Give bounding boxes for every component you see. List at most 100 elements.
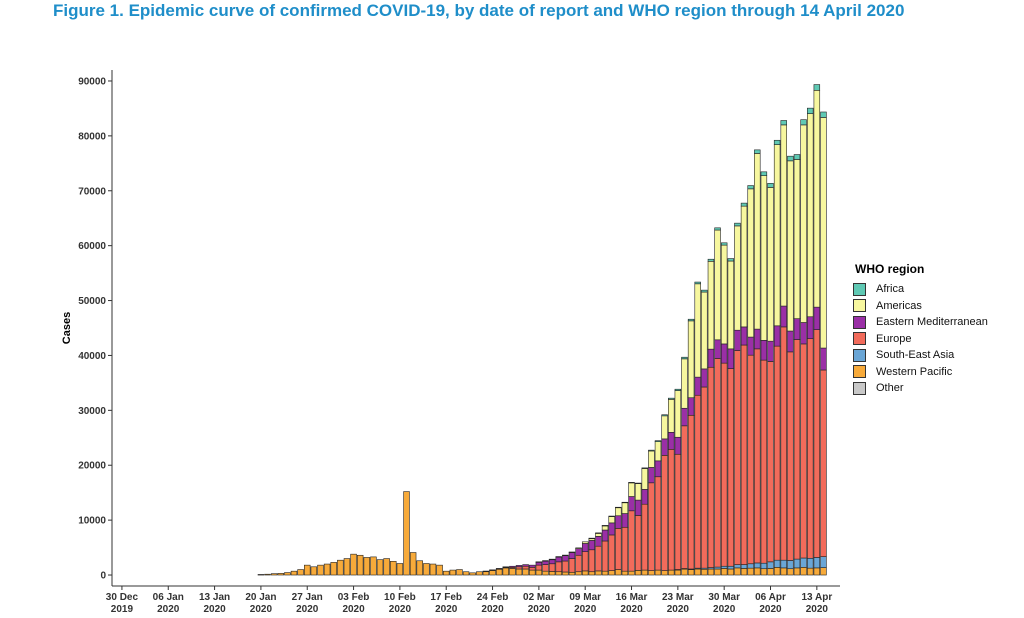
bar-segment [615,528,622,570]
bar-segment [661,570,668,576]
bar-segment [767,187,774,342]
bar-segment [568,551,576,553]
bar-segment [681,568,688,576]
bar-segment [760,340,768,361]
bar-segment [648,450,655,468]
bar-segment [780,326,787,561]
bar-segment [820,556,827,568]
bar-segment [707,366,715,568]
bar-segment [555,556,562,558]
x-tick-label: 13 Apr [801,592,832,603]
legend-label: Other [876,382,904,395]
bar-segment [608,534,615,571]
bar-segment [409,552,417,576]
bar-segment [608,570,615,576]
bar-segment [720,244,728,345]
bar-segment [714,358,721,568]
bar-segment [403,491,410,576]
bar-segment [773,559,781,568]
bar-segment [615,569,622,576]
bar-segment [277,573,284,576]
legend-swatch [853,365,866,379]
bar-segment [668,399,675,433]
bar-segment [780,305,787,328]
bar-segment [522,565,529,570]
bar-segment [707,568,715,576]
bar-segment [601,529,609,542]
bar-segment [807,113,814,318]
bar-segment [562,555,569,562]
bar-segment [787,351,794,561]
bar-segment [694,376,701,396]
bar-segment [727,260,735,350]
bar-segment [760,171,768,176]
bar-segment [754,348,761,564]
bar-segment [773,144,781,327]
bar-segment [310,566,318,576]
bar-segment [807,567,814,576]
legend-items: Africa Americas Eastern Mediterranean Europ… [853,281,988,397]
bar-segment [767,183,774,188]
bar-segment [754,149,761,154]
bar-segment [813,84,821,91]
bar-segment [740,205,748,328]
legend-label: Africa [876,283,905,296]
bar-segment [787,155,794,162]
x-tick-year: 2020 [528,604,551,615]
x-tick-year: 2019 [111,604,134,615]
bar-segment [588,571,596,576]
bar-segment [601,570,609,576]
bar-segment [740,568,748,576]
x-tick-year: 2020 [203,604,226,615]
bar-segment [628,482,635,484]
bar-segment [634,499,642,516]
bar-segment [720,242,728,246]
x-tick-year: 2020 [435,604,458,615]
bar-segment [694,281,701,285]
bar-segment [674,453,682,570]
bar-segment [661,455,668,571]
y-tick-label: 90000 [78,76,106,87]
bar-segment [495,568,503,570]
bar-segment [542,564,549,572]
bar-segment [674,569,682,576]
x-tick-label: 30 Mar [708,592,740,603]
x-tick-year: 2020 [342,604,365,615]
bar-segment [562,554,569,556]
bar-segment [522,564,529,567]
bar-segment [575,571,582,576]
bar-segment [701,386,708,569]
bar-segment [515,568,523,576]
bar-segment [270,573,278,576]
bar-segment [628,570,635,576]
bar-segment [747,563,754,569]
bar-segment [701,568,708,576]
x-tick-label: 13 Jan [199,592,230,603]
bar-segment [760,175,768,341]
bar-segment [621,570,629,576]
bar-segment [555,561,562,573]
bar-segment [257,574,265,576]
bar-segment [707,258,715,262]
bar-segment [747,188,754,338]
bar-segment [720,362,728,567]
bar-segment [760,568,768,576]
legend-item: Western Pacific [853,364,988,381]
legend-item: Europe [853,331,988,348]
bar-segment [615,507,622,517]
legend-swatch [853,348,866,362]
bar-segment [337,559,344,576]
bar-segment [595,570,602,576]
bar-segment [793,159,801,319]
bar-segment [767,561,774,569]
bar-segment [575,554,582,573]
bar-segment [800,119,807,126]
bar-segment [727,368,735,567]
bar-segment [641,467,648,469]
bar-segment [793,567,801,576]
bar-segment [529,567,536,571]
bar-segment [813,90,821,308]
bar-segment [615,506,622,509]
bar-segment [297,569,304,576]
bar-segment [648,570,655,576]
